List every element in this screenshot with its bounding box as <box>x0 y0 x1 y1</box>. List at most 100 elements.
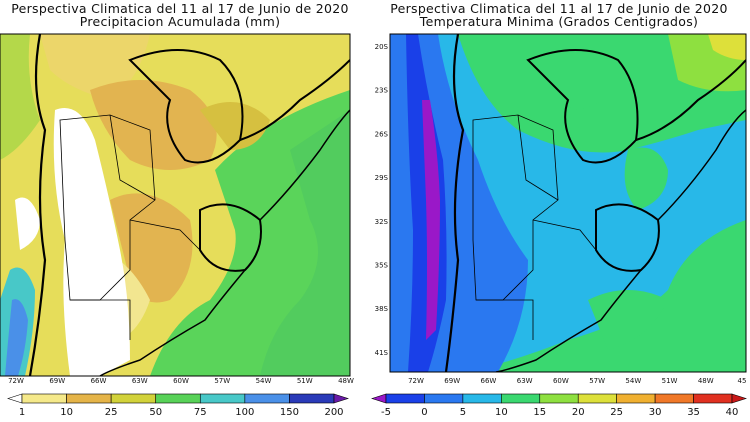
precip-argentina-coast <box>99 269 246 376</box>
precip-colorbar-label: 25 <box>105 407 118 418</box>
temp-colorbar-label: 25 <box>610 407 623 418</box>
temp-uruguay-border <box>595 203 660 272</box>
temp-y-tick-label: 38S <box>375 305 389 313</box>
temp-brazil-warmest <box>708 34 746 60</box>
precip-province-lines <box>59 114 156 301</box>
temp-x-tick-label: 45 <box>738 377 747 385</box>
precip-x-tick-label: 63W <box>132 377 148 385</box>
temp-y-axis: 20S 23S 26S 29S 32S 35S 38S 41S <box>375 43 389 357</box>
temp-colorbar: -5 0 5 10 15 20 25 30 35 40 <box>371 393 747 418</box>
temperature-map: 20S 23S 26S 29S 32S 35S 38S 41S 72W 69W 66W 63W 60W… <box>371 33 747 418</box>
temp-x-tick-label: 60W <box>553 377 569 385</box>
temp-andes-coldest <box>422 100 440 340</box>
precip-orange-patch <box>90 80 217 170</box>
precip-colorbar-segment <box>110 393 157 404</box>
precip-colorbar: 1 10 25 50 75 100 150 200 <box>7 393 349 418</box>
precip-colorbar-label: 200 <box>324 407 343 418</box>
temp-colorbar-high-arrow <box>731 393 747 404</box>
temp-x-axis: 72W 69W 66W 63W 60W 57W 54W 51W 48W 45 <box>408 377 746 385</box>
temp-title-line2: Temperatura Minima (Grados Centigrados) <box>419 14 699 29</box>
precip-colorbar-label: 1 <box>19 407 25 418</box>
precip-province-lines-2 <box>70 114 201 340</box>
precip-wet-core <box>5 299 28 376</box>
temp-colorbar-segment <box>462 393 502 404</box>
precip-uruguay-border <box>199 203 262 272</box>
temp-warm-mesopotamia <box>624 147 668 210</box>
temp-ocean-mild <box>588 290 668 350</box>
temp-y-tick-label: 29S <box>375 174 389 182</box>
temp-colorbar-label: 35 <box>687 407 700 418</box>
precip-dry-area <box>53 108 130 376</box>
temp-colorbar-segment <box>539 393 579 404</box>
precip-x-tick-label: 66W <box>91 377 107 385</box>
precip-coastline <box>259 109 350 221</box>
temp-colorbar-label: 5 <box>460 407 466 418</box>
temp-colorbar-segment <box>654 393 694 404</box>
temp-x-tick-label: 51W <box>662 377 678 385</box>
precip-x-tick-label: 57W <box>214 377 230 385</box>
temp-y-tick-label: 41S <box>375 349 389 357</box>
temp-colorbar-label: 40 <box>726 407 739 418</box>
temp-warm-north <box>518 40 628 110</box>
temp-brazil-coast <box>635 59 746 141</box>
precip-x-tick-label: 54W <box>256 377 272 385</box>
temp-colorbar-segment <box>577 393 617 404</box>
precip-colorbar-label: 150 <box>280 407 299 418</box>
precip-chile-border <box>28 34 47 376</box>
precip-colorbar-low-arrow <box>7 393 23 404</box>
temp-colorbar-label: 10 <box>495 407 508 418</box>
precip-colorbar-segment <box>66 393 112 404</box>
temp-x-tick-label: 54W <box>625 377 641 385</box>
precip-x-tick-label: 60W <box>173 377 189 385</box>
precip-colorbar-segment <box>21 393 67 404</box>
temp-province-lines-2 <box>476 114 597 340</box>
temp-coastline <box>657 109 746 221</box>
precip-colorbar-label: 100 <box>235 407 254 418</box>
temp-y-tick-label: 32S <box>375 218 389 226</box>
precip-colorbar-label: 75 <box>194 407 207 418</box>
precip-title-line1: Perspectiva Climatica del 11 al 17 de Ju… <box>11 1 349 16</box>
temp-colorbar-label: 15 <box>533 407 546 418</box>
temp-x-tick-label: 63W <box>517 377 533 385</box>
temp-colorbar-label: 30 <box>649 407 662 418</box>
temp-colorbar-segment <box>693 393 733 404</box>
temp-map-frame <box>389 33 747 373</box>
temp-title-line1: Perspectiva Climatica del 11 al 17 de Ju… <box>390 1 728 16</box>
temperature-map-panel: Perspectiva Climatica del 11 al 17 de Ju… <box>368 0 750 422</box>
precip-x-tick-label: 51W <box>297 377 313 385</box>
precip-colorbar-segment <box>155 393 201 404</box>
temp-x-tick-label: 48W <box>698 377 714 385</box>
temp-x-tick-label: 72W <box>408 377 424 385</box>
temp-x-tick-label: 66W <box>481 377 497 385</box>
precip-ocean-field-2 <box>260 110 350 376</box>
precip-map-frame <box>0 33 351 377</box>
precip-orange-patch-2 <box>200 102 270 150</box>
temp-x-tick-label: 69W <box>444 377 460 385</box>
precip-colorbar-label: 10 <box>60 407 73 418</box>
temp-x-tick-label: 57W <box>589 377 605 385</box>
precipitation-map-panel: Perspectiva Climatica del 11 al 17 de Ju… <box>0 0 360 422</box>
temp-colorbar-segment <box>385 393 425 404</box>
precip-pacific-green <box>0 34 40 160</box>
temp-colorbar-label: 0 <box>421 407 427 418</box>
temp-colorbar-low-arrow <box>371 393 387 404</box>
temp-colorbar-label: 20 <box>572 407 585 418</box>
precip-x-tick-label: 48W <box>338 377 354 385</box>
precip-brazil-coast <box>239 59 350 141</box>
temp-y-tick-label: 23S <box>375 87 389 95</box>
precipitation-map: 72W 69W 66W 63W 60W 57W 54W 51W 48W 1 10 25 50 75 100… <box>0 33 354 418</box>
precip-x-tick-label: 69W <box>49 377 65 385</box>
temp-colorbar-label: -5 <box>381 407 391 418</box>
precip-dry-area-2 <box>15 197 40 250</box>
precip-x-axis: 72W 69W 66W 63W 60W 57W 54W 51W 48W <box>8 377 354 385</box>
temp-chile-border <box>444 34 465 372</box>
precip-colorbar-segment <box>199 393 246 404</box>
temp-argentina-coast <box>495 269 642 372</box>
precip-colorbar-high-arrow <box>333 393 349 404</box>
precip-colorbar-label: 50 <box>149 407 162 418</box>
temp-province-lines <box>472 114 559 301</box>
temp-y-tick-label: 26S <box>375 130 389 138</box>
temp-y-tick-label: 35S <box>375 262 389 270</box>
precip-x-tick-label: 72W <box>8 377 24 385</box>
temp-colorbar-segment <box>424 393 464 404</box>
